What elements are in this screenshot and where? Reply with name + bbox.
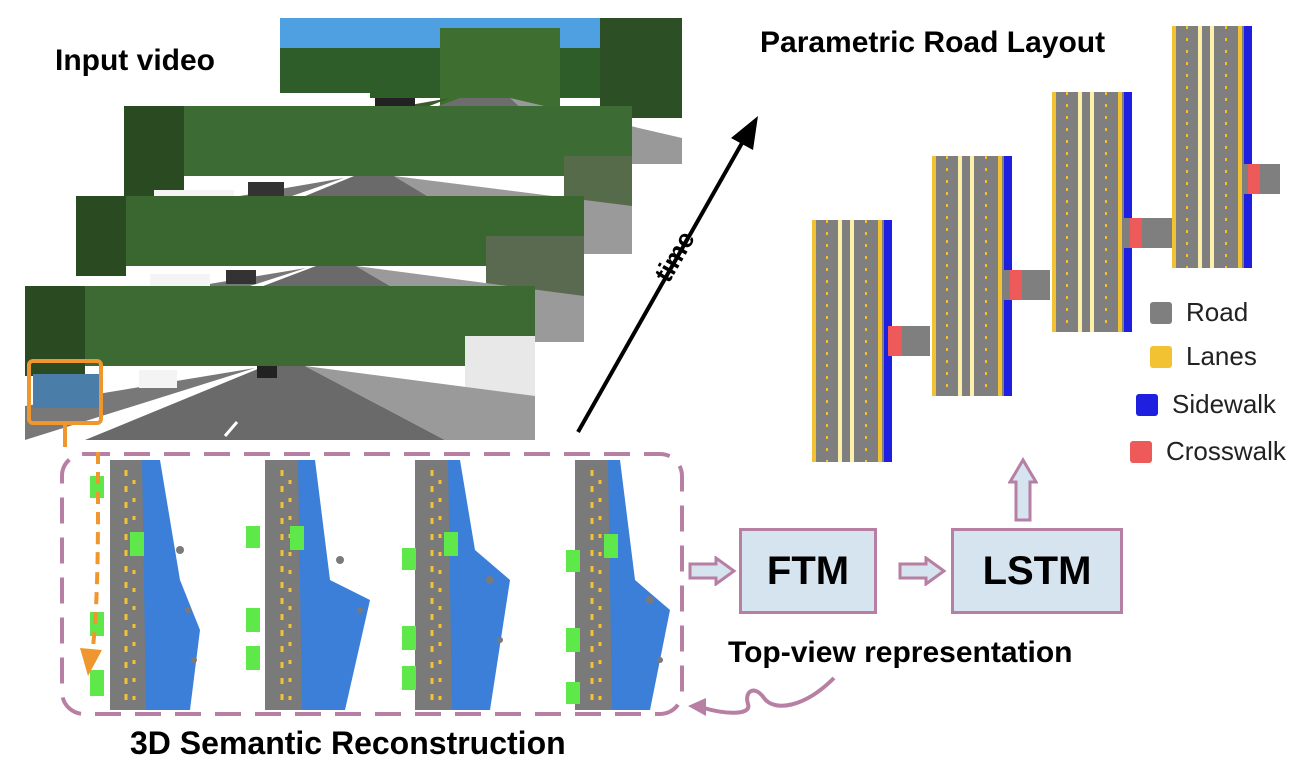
point-cloud-panel-3 xyxy=(402,460,510,710)
legend-item-crosswalk: Crosswalk xyxy=(1130,436,1286,467)
car-highlight-box xyxy=(27,359,103,425)
arrow-lstm-to-layout xyxy=(1008,457,1038,522)
point-cloud-panel-4 xyxy=(566,460,670,710)
reconstruction-container xyxy=(60,452,684,716)
road-layout-diagram xyxy=(812,26,1280,462)
legend-swatch-lanes xyxy=(1150,345,1172,368)
road-segment-2 xyxy=(932,156,1050,396)
legend-swatch-road xyxy=(1150,301,1172,324)
input-video-label: Input video xyxy=(55,44,215,77)
car-highlight-connector xyxy=(63,425,67,447)
road-segment-3 xyxy=(1052,92,1172,332)
legend-swatch-sidewalk xyxy=(1136,393,1158,416)
legend-item-sidewalk: Sidewalk xyxy=(1136,389,1276,420)
road-segment-4 xyxy=(1172,26,1280,268)
time-arrow xyxy=(576,116,758,433)
parametric-road-layout-title: Parametric Road Layout xyxy=(760,26,1106,59)
video-frame-1 xyxy=(25,286,535,440)
legend-label: Crosswalk xyxy=(1166,436,1286,466)
road-segment-1 xyxy=(812,220,930,462)
feedback-arrow xyxy=(688,676,836,716)
legend-swatch-crosswalk xyxy=(1130,440,1152,463)
arrow-to-ftm xyxy=(688,556,737,586)
legend-label: Road xyxy=(1186,297,1249,327)
orange-dashed-arrow xyxy=(80,452,102,676)
legend-label: Lanes xyxy=(1186,341,1257,371)
point-cloud-panel-2 xyxy=(246,460,370,710)
top-view-label: Top-view representation xyxy=(728,636,1073,669)
legend-label: Sidewalk xyxy=(1172,389,1277,419)
legend-item-lanes: Lanes xyxy=(1150,341,1257,372)
arrow-ftm-to-lstm xyxy=(898,556,947,586)
lstm-block: LSTM xyxy=(951,528,1123,614)
legend-item-road: Road xyxy=(1150,297,1248,328)
point-cloud-panel-1 xyxy=(90,460,200,710)
ftm-block: FTM xyxy=(739,528,877,614)
reconstruction-label: 3D Semantic Reconstruction xyxy=(130,725,566,761)
point-cloud-panels xyxy=(90,460,670,710)
